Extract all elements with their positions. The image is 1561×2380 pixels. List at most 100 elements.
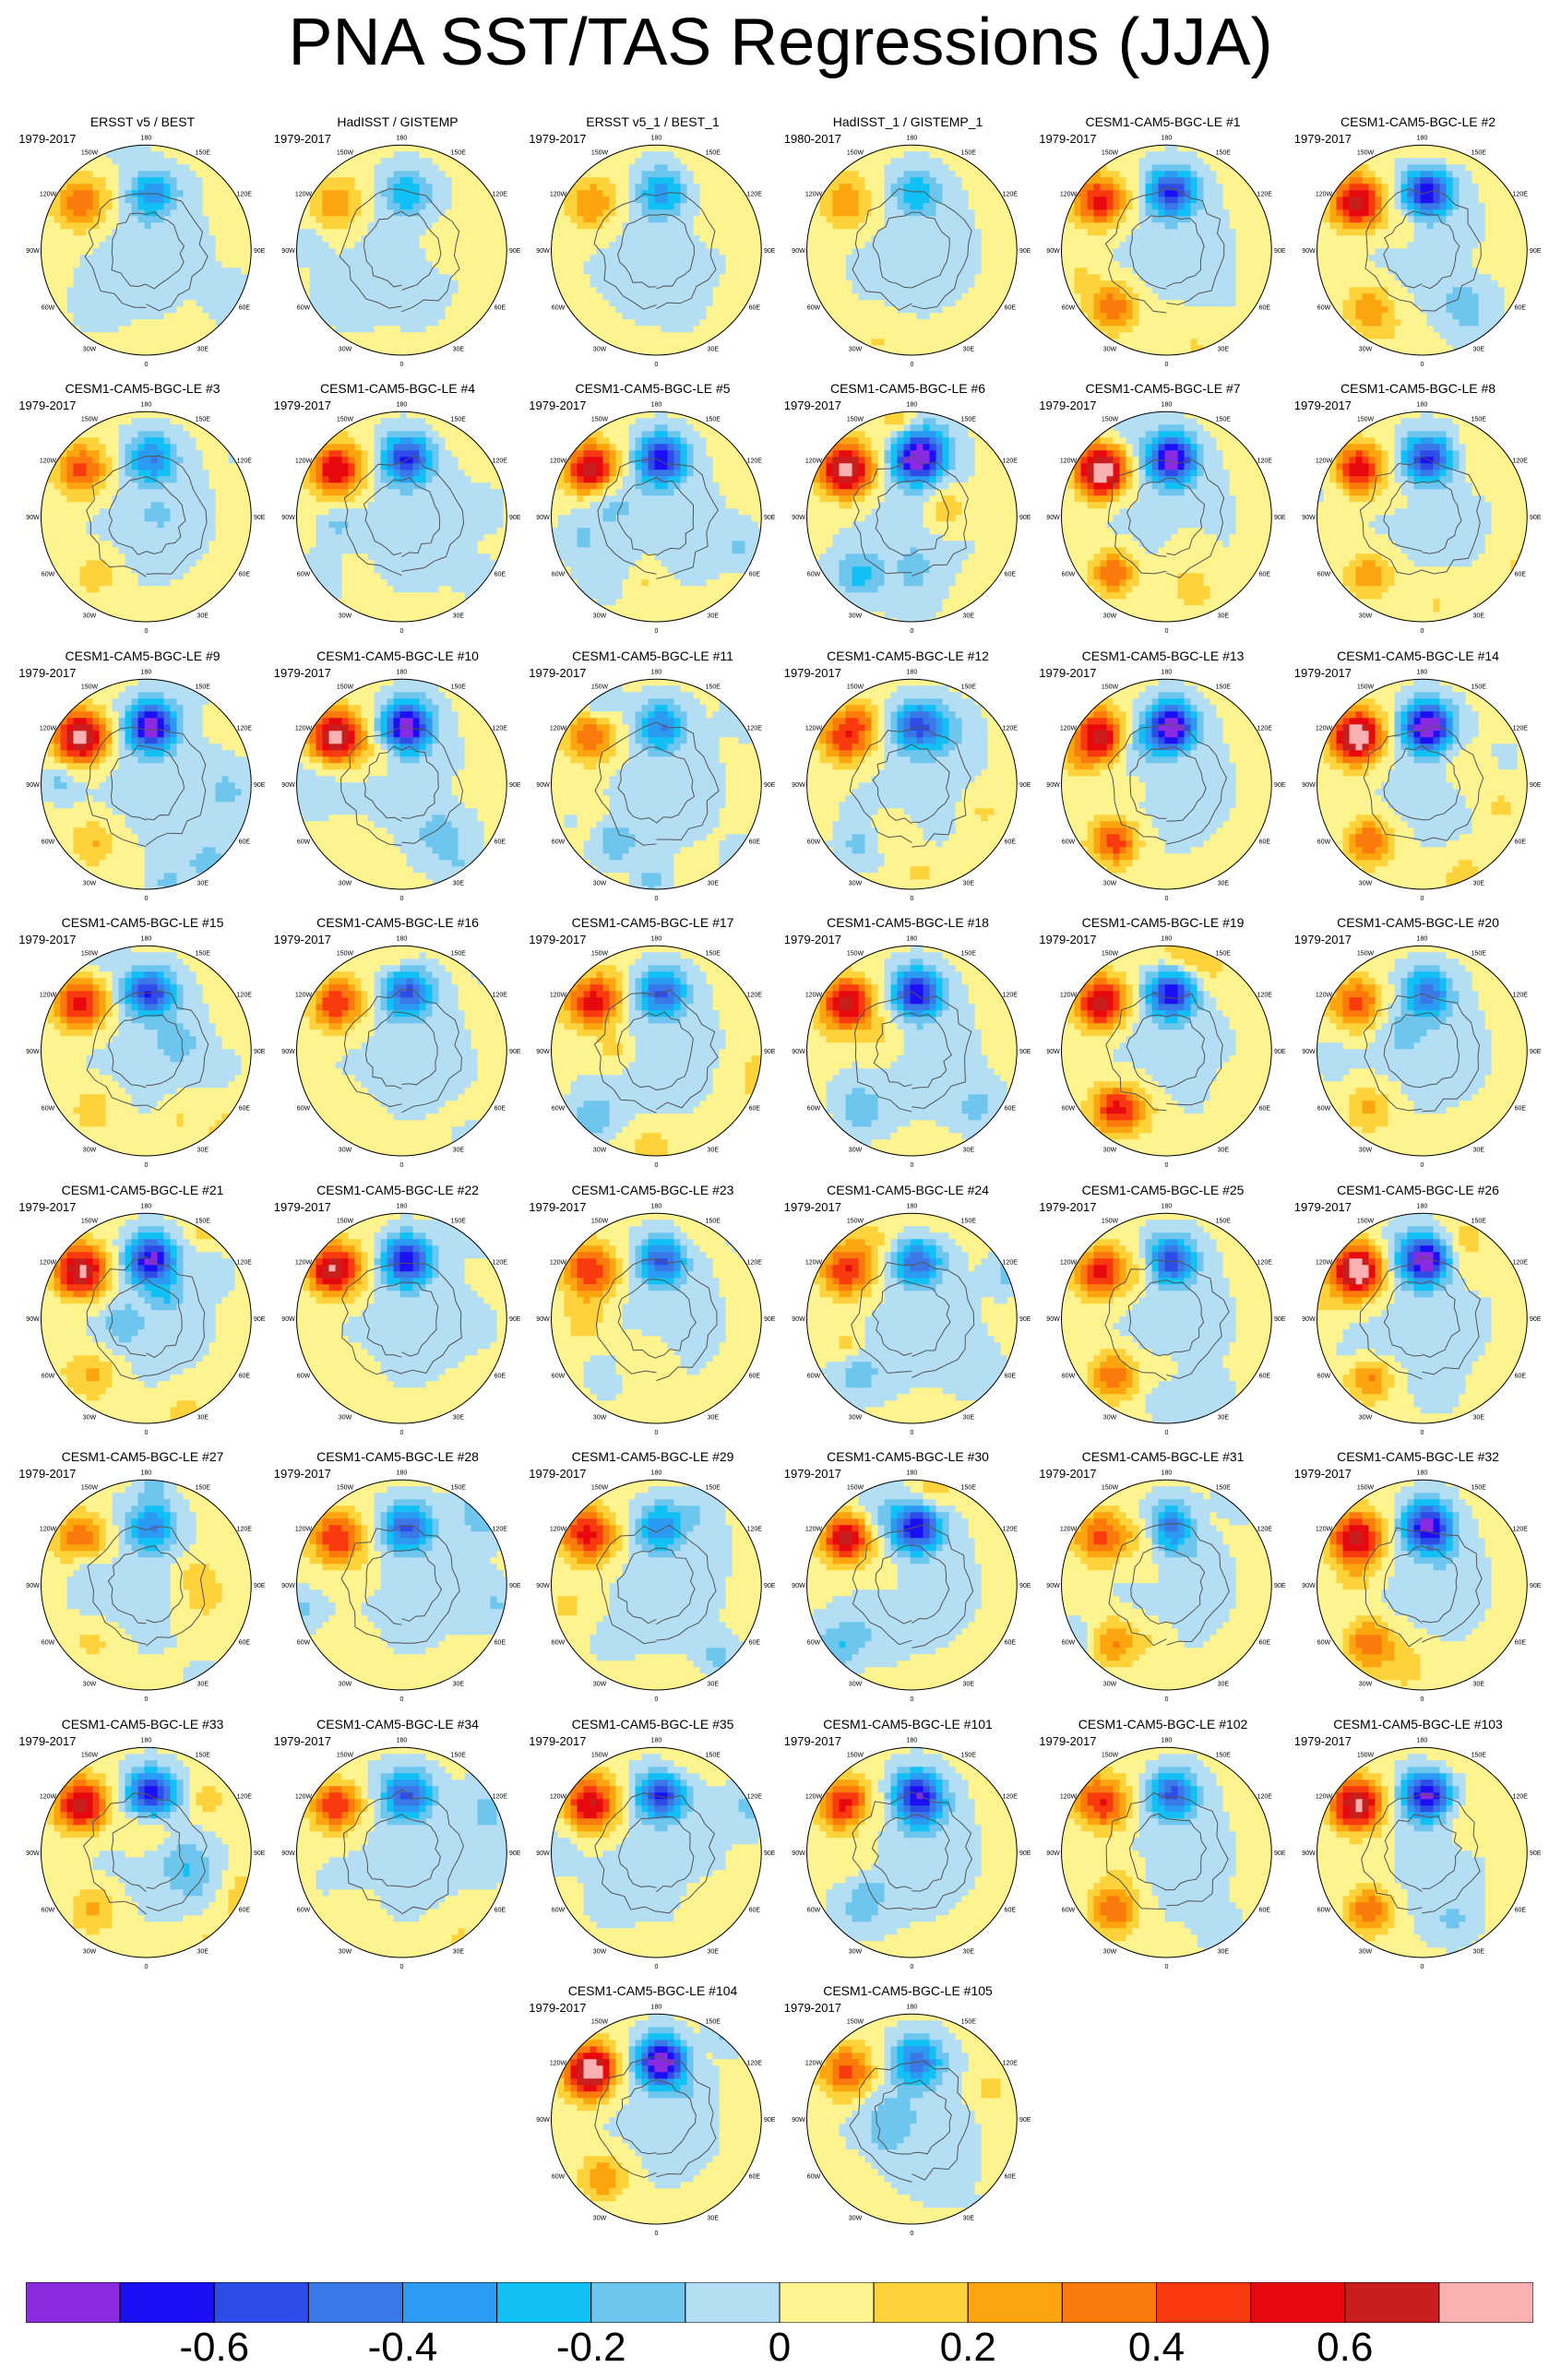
lon-label: 60E <box>1004 2174 1016 2181</box>
lon-label: 150E <box>706 684 721 690</box>
regression-field <box>42 1213 256 1427</box>
lon-label: 90E <box>1274 248 1286 255</box>
lon-label: 150E <box>450 417 466 423</box>
lon-label: 180 <box>1162 135 1173 141</box>
lon-label: 30E <box>1472 613 1484 620</box>
regression-field <box>552 1747 766 1961</box>
lon-label: 30E <box>1472 1948 1484 1955</box>
lon-label: 60E <box>1514 304 1526 311</box>
lon-label: 30E <box>452 346 464 352</box>
lon-label: 30W <box>83 1414 97 1421</box>
lon-label: 150E <box>960 1485 976 1492</box>
colorbar-tick-label: 0.4 <box>1128 2325 1185 2371</box>
lon-label: 180 <box>651 401 662 408</box>
lon-label: 90W <box>1047 1049 1061 1055</box>
lon-label: 90E <box>764 2117 776 2124</box>
regression-field <box>806 2014 1020 2228</box>
lon-label: 90W <box>1047 1850 1061 1857</box>
lon-label: 90W <box>792 1850 805 1857</box>
lon-label: 150W <box>1357 1485 1375 1492</box>
lon-label: 30W <box>1103 1682 1117 1688</box>
lon-label: 0 <box>1420 1964 1424 1970</box>
regression-field <box>296 946 510 1160</box>
lon-label: 180 <box>651 1737 662 1743</box>
lon-label: 150W <box>1357 1752 1375 1758</box>
lon-label: 150E <box>1216 684 1232 690</box>
regression-field <box>1317 411 1531 625</box>
colorbar-segment <box>497 2282 591 2323</box>
lon-label: 150E <box>706 2019 721 2026</box>
lon-label: 90E <box>1274 515 1286 521</box>
lon-label: 0 <box>655 1964 659 1970</box>
lon-label: 60W <box>1317 304 1331 311</box>
lon-label: 90W <box>537 2117 551 2124</box>
lon-label: 150E <box>960 1218 976 1224</box>
lon-label: 120E <box>237 458 253 465</box>
lon-label: 60W <box>807 304 821 311</box>
lon-label: 30W <box>593 1682 607 1688</box>
lon-label: 150W <box>591 1485 609 1492</box>
lon-label: 30E <box>452 613 464 620</box>
lon-label: 150E <box>196 417 211 423</box>
regression-field <box>552 2014 766 2228</box>
lon-label: 150W <box>591 149 609 156</box>
lon-label: 150E <box>450 684 466 690</box>
lon-label: 60W <box>42 1907 55 1913</box>
lon-label: 60W <box>552 2174 566 2181</box>
lon-label: 120W <box>550 1527 567 1533</box>
lon-label: 120E <box>1257 1793 1273 1800</box>
regression-field <box>1062 145 1276 359</box>
lon-label: 90W <box>537 248 551 255</box>
lon-label: 120W <box>805 1259 823 1266</box>
lon-label: 90W <box>537 782 551 789</box>
lon-label: 30E <box>962 2216 974 2222</box>
lon-label: 30W <box>1359 613 1373 620</box>
lon-label: 60E <box>749 839 761 845</box>
colorbar <box>26 2282 1533 2323</box>
lon-label: 30W <box>1359 880 1373 887</box>
lon-label: 120E <box>1002 458 1018 465</box>
lon-label: 120W <box>805 1527 823 1533</box>
lon-label: 120W <box>1060 993 1078 999</box>
lon-label: 30W <box>1103 1414 1117 1421</box>
lon-label: 60E <box>1259 572 1271 578</box>
lon-label: 30W <box>339 613 352 620</box>
lon-label: 120W <box>40 725 57 732</box>
lon-label: 150W <box>847 1218 864 1224</box>
lon-label: 30E <box>708 880 720 887</box>
lon-label: 120E <box>1257 458 1273 465</box>
lon-label: 120E <box>1512 191 1528 197</box>
lon-label: 150E <box>1471 149 1486 156</box>
lon-label: 150E <box>1216 417 1232 423</box>
lon-label: 90E <box>1019 1850 1031 1857</box>
regression-field <box>42 1480 256 1694</box>
lon-label: 60E <box>239 839 251 845</box>
lon-label: 30E <box>1218 1682 1230 1688</box>
lon-label: 0 <box>145 1162 149 1169</box>
lon-label: 120E <box>747 458 763 465</box>
lon-label: 120E <box>747 191 763 197</box>
lon-label: 0 <box>145 362 149 368</box>
lon-label: 30E <box>452 1682 464 1688</box>
lon-label: 120W <box>1316 1793 1333 1800</box>
lon-label: 60E <box>239 1640 251 1647</box>
lon-label: 0 <box>145 628 149 635</box>
lon-label: 0 <box>655 896 659 902</box>
lon-label: 120E <box>237 1259 253 1266</box>
lon-label: 60E <box>749 1907 761 1913</box>
lon-label: 60E <box>1259 1373 1271 1379</box>
regression-field <box>296 145 510 359</box>
lon-label: 150W <box>81 684 99 690</box>
